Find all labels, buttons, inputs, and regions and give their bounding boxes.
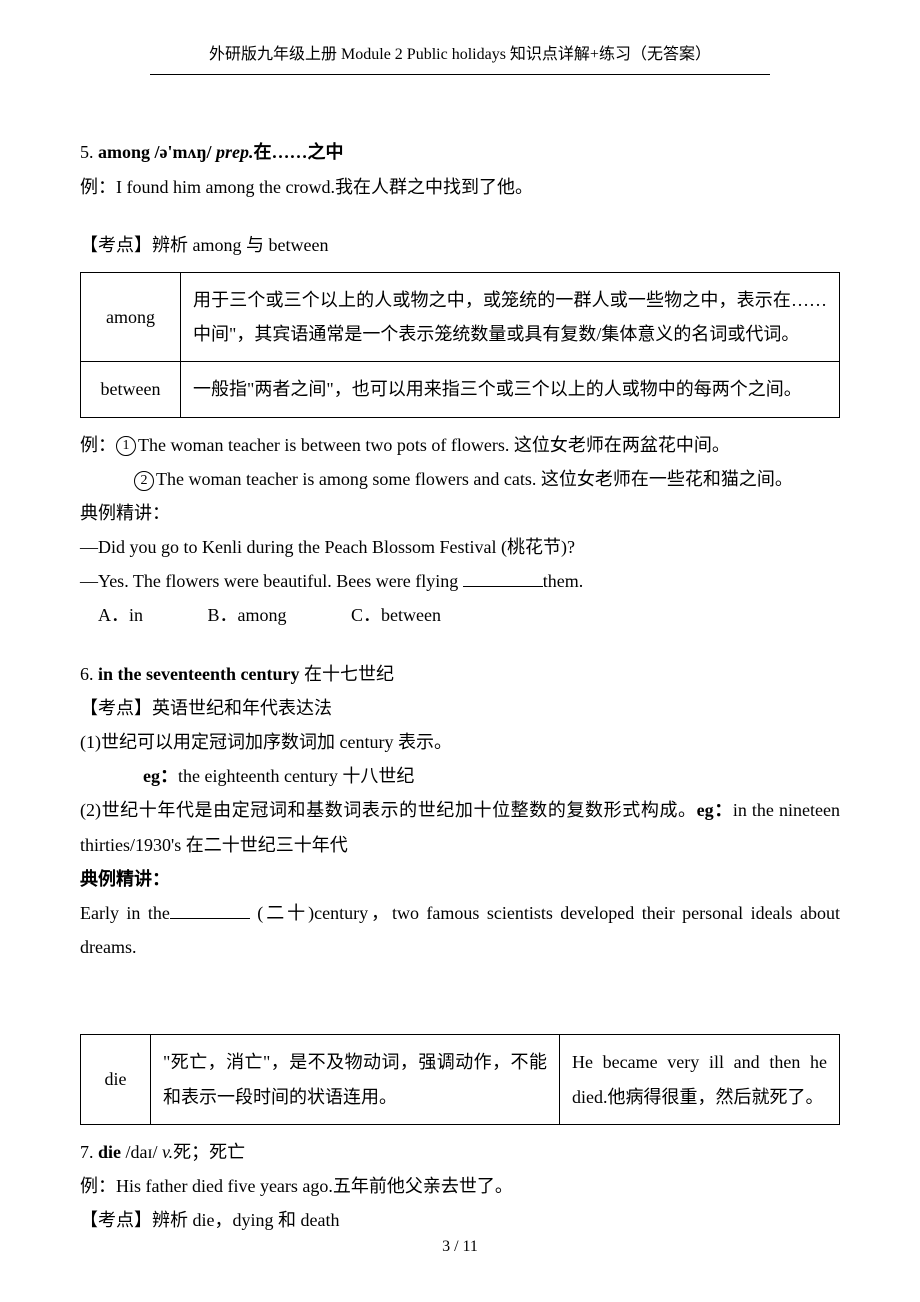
sec5-t-r1c2: 用于三个或三个以上的人或物之中，或笼统的一群人或一些物之中，表示在……中间"，其…: [181, 272, 840, 361]
sec7-ex-label: 例：: [80, 1176, 116, 1196]
sec5-heading: 5. among /ə'mʌŋ/ prep.在……之中: [80, 135, 840, 169]
sec6-q: Early in the (二十)century，two famous scie…: [80, 896, 840, 964]
sec6-eg2-label: eg：: [697, 800, 733, 820]
sec5-optA: A．in: [98, 598, 143, 632]
page-number: 3 / 11: [0, 1232, 920, 1262]
sec6-def: 在十七世纪: [299, 664, 394, 684]
sec5-ex2-line1: 例：1The woman teacher is between two pots…: [80, 428, 840, 462]
sec5-example: 例：I found him among the crowd.我在人群之中找到了他…: [80, 170, 840, 204]
sec7-ex-text: His father died five years ago.五年前他父亲去世了…: [116, 1176, 513, 1196]
sec5-table: among 用于三个或三个以上的人或物之中，或笼统的一群人或一些物之中，表示在……: [80, 272, 840, 418]
sec7-phon: /daɪ/: [126, 1142, 163, 1162]
sec5-q2b: them.: [543, 571, 584, 591]
sec6-qa: Early in the: [80, 903, 170, 923]
sec5-ex2-line2: 2The woman teacher is among some flowers…: [80, 462, 840, 496]
circled-2-icon: 2: [134, 471, 154, 491]
sec5-t-r2c2: 一般指"两者之间"，也可以用来指三个或三个以上的人或物中的每两个之间。: [181, 362, 840, 417]
sec7-t-c2: "死亡，消亡"，是不及物动词，强调动作，不能和表示一段时间的状语连用。: [151, 1035, 560, 1124]
sec5-q2: —Yes. The flowers were beautiful. Bees w…: [80, 564, 840, 598]
sec6-heading: 6. in the seventeenth century 在十七世纪: [80, 657, 840, 691]
page-header: 外研版九年级上册 Module 2 Public holidays 知识点详解+…: [150, 40, 770, 75]
blank-field[interactable]: [463, 586, 543, 587]
sec5-word: among /ə'mʌŋ/: [98, 142, 216, 162]
sec7-heading: 7. die /daɪ/ v.死；死亡: [80, 1135, 840, 1169]
sec5-def: 在……之中: [254, 142, 344, 162]
sec5-kaodian: 【考点】辨析 among 与 between: [80, 228, 840, 262]
sec5-t-r2c1: between: [81, 362, 181, 417]
blank-field[interactable]: [170, 918, 250, 919]
sec6-eg1-text: the eighteenth century 十八世纪: [178, 766, 414, 786]
sec5-optC: C．between: [351, 598, 441, 632]
content-body: 5. among /ə'mʌŋ/ prep.在……之中 例：I found hi…: [80, 135, 840, 1237]
sec5-t-r1c1: among: [81, 272, 181, 361]
sec6-qb: (二十)century，two famous scientists develo…: [80, 903, 840, 957]
sec5-options: A．in B．among C．between: [80, 598, 840, 632]
sec5-pos: prep.: [216, 142, 254, 162]
sec5-optB: B．among: [208, 598, 287, 632]
table-row: among 用于三个或三个以上的人或物之中，或笼统的一群人或一些物之中，表示在……: [81, 272, 840, 361]
sec7-t-c1: die: [81, 1035, 151, 1124]
circled-1-icon: 1: [116, 436, 136, 456]
sec5-ex-text: I found him among the crowd.我在人群之中找到了他。: [116, 177, 533, 197]
table-row: die "死亡，消亡"，是不及物动词，强调动作，不能和表示一段时间的状语连用。 …: [81, 1035, 840, 1124]
sec6-eg1-label: eg：: [143, 766, 178, 786]
sec5-ex-label: 例：: [80, 177, 116, 197]
sec6-p1: (1)世纪可以用定冠词加序数词加 century 表示。: [80, 725, 840, 759]
sec7-num: 7.: [80, 1142, 98, 1162]
sec6-word: in the seventeenth century: [98, 664, 299, 684]
sec5-num: 5.: [80, 142, 98, 162]
sec6-num: 6.: [80, 664, 98, 684]
table-row: between 一般指"两者之间"，也可以用来指三个或三个以上的人或物中的每两个…: [81, 362, 840, 417]
sec6-eg1: eg：the eighteenth century 十八世纪: [80, 759, 840, 793]
sec7-table: die "死亡，消亡"，是不及物动词，强调动作，不能和表示一段时间的状语连用。 …: [80, 1034, 840, 1124]
sec5-ex2-2: The woman teacher is among some flowers …: [156, 469, 793, 489]
sec5-ex2-1: The woman teacher is between two pots of…: [138, 435, 730, 455]
sec5-dianli-label: 典例精讲：: [80, 496, 840, 530]
sec7-word: die: [98, 1142, 126, 1162]
sec5-q2a: —Yes. The flowers were beautiful. Bees w…: [80, 571, 463, 591]
sec6-p2: (2)世纪十年代是由定冠词和基数词表示的世纪加十位整数的复数形式构成。eg：in…: [80, 793, 840, 861]
sec7-t-c3: He became very ill and then he died.他病得很…: [560, 1035, 840, 1124]
sec7-pos: v.: [162, 1142, 173, 1162]
sec6-dianli-label: 典例精讲：: [80, 862, 840, 896]
sec7-def: 死；死亡: [173, 1142, 245, 1162]
sec6-kaodian: 【考点】英语世纪和年代表达法: [80, 691, 840, 725]
sec5-ex2-label: 例：: [80, 435, 116, 455]
sec6-p2a: (2)世纪十年代是由定冠词和基数词表示的世纪加十位整数的复数形式构成。: [80, 800, 697, 820]
sec5-q1: —Did you go to Kenli during the Peach Bl…: [80, 530, 840, 564]
sec7-example: 例：His father died five years ago.五年前他父亲去…: [80, 1169, 840, 1203]
